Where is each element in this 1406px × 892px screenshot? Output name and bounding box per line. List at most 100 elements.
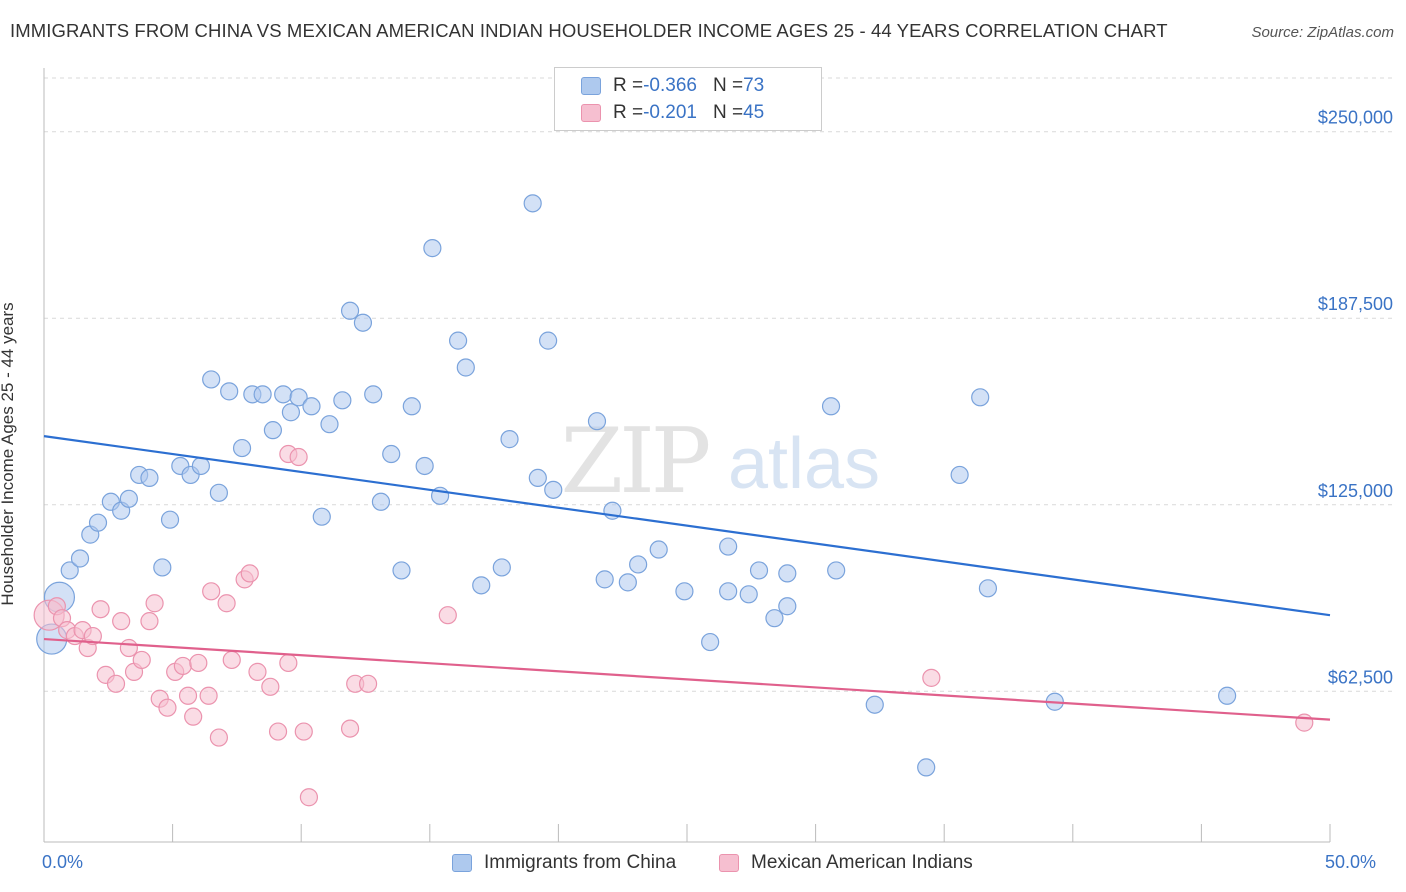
watermark: ZIP atlas [561,409,880,514]
point-mexican [261,677,280,696]
x-tick-label-min: 0.0% [42,852,84,872]
point-china [978,579,998,598]
point-china [719,582,738,601]
point-china [371,492,391,511]
point-china [191,456,210,476]
grid-layer [44,77,1396,692]
point-china [263,421,283,440]
point-china [274,385,293,404]
legend-row-china: R = -0.366 N = 73 [581,74,764,98]
point-china [778,597,797,616]
point-china [778,564,797,583]
legend-swatch-china [452,854,472,872]
point-mexican [132,650,151,670]
point-mexican [145,594,164,613]
legend-item-mexican: Mexican American Indians [719,852,973,874]
point-china [492,558,511,577]
point-china [88,513,108,532]
point-mexican [240,564,259,583]
point-china [827,561,846,580]
point-mexican [199,686,218,705]
point-china [821,397,841,416]
point-china [1218,686,1237,705]
point-mexican [178,686,198,705]
point-china [202,370,221,389]
legend-n-label: N = [712,102,744,123]
legend-swatch-mexican [719,854,739,872]
point-china [971,388,990,407]
point-china [289,388,308,407]
legend-n-value: 73 [743,75,765,96]
point-mexican [294,722,313,741]
y-tick-labels: $62,500 $125,000 $187,500 $250,000 [1318,108,1393,688]
point-mexican [106,674,126,693]
point-mexican [173,656,192,676]
point-china [382,444,401,464]
point-china [765,609,784,628]
legend-swatch-mexican [581,104,601,122]
point-mexican [299,788,319,807]
point-china [353,313,373,332]
point-mexican [358,674,378,693]
point-china [595,570,614,589]
chart-title: IMMIGRANTS FROM CHINA VS MEXICAN AMERICA… [10,20,1168,41]
point-china [456,358,475,377]
point-mexican [222,650,241,670]
point-china [523,194,542,213]
point-china [320,415,339,434]
point-china [544,480,563,499]
point-china [253,385,272,404]
point-china [70,549,90,568]
point-china [539,331,558,350]
point-mexican [184,707,203,726]
legend-n-value: 45 [743,102,765,123]
point-china [719,537,738,556]
point-mexican [438,606,457,625]
legend-r-value: -0.366 [643,75,697,96]
point-china [865,695,884,714]
point-china [587,412,607,431]
trend-line-china [43,435,1331,617]
point-china [281,403,301,422]
point-china [618,573,637,592]
point-mexican [91,600,110,619]
points-layer [33,194,1314,807]
point-china [448,331,468,350]
point-mexican [119,638,138,658]
legend-n-label: N = [712,75,744,96]
point-mexican [268,722,288,741]
point-china [140,468,159,488]
point-mexican [189,653,208,673]
bottom-legend: Immigrants from China Mexican American I… [0,852,1406,878]
legend-r-label: R = [613,102,644,123]
point-china [472,576,491,595]
point-mexican [140,612,159,631]
legend-label-china: Immigrants from China [484,852,677,873]
point-china [629,555,648,574]
point-china [675,582,694,601]
y-tick-label: $250,000 [1318,108,1393,128]
point-mexican [209,728,228,747]
point-china [312,507,331,526]
point-china [340,301,360,320]
point-china [153,558,172,577]
point-china [232,438,252,458]
point-china [119,489,138,508]
point-china [302,397,321,416]
point-mexican [340,719,360,738]
point-china [500,430,519,449]
point-mexican [158,698,177,717]
point-china [739,585,758,604]
point-china [402,397,421,416]
point-china [220,382,239,401]
point-china [528,468,547,488]
point-china [701,632,720,652]
point-mexican [248,662,267,681]
watermark-zip: ZIP [561,409,709,514]
point-mexican [112,612,131,631]
watermark-atlas: atlas [728,424,880,504]
legend-r-label: R = [613,75,644,96]
stats-legend: R = -0.366 N = 73 R = -0.201 N = 45 [554,67,822,131]
point-mexican [289,447,308,467]
